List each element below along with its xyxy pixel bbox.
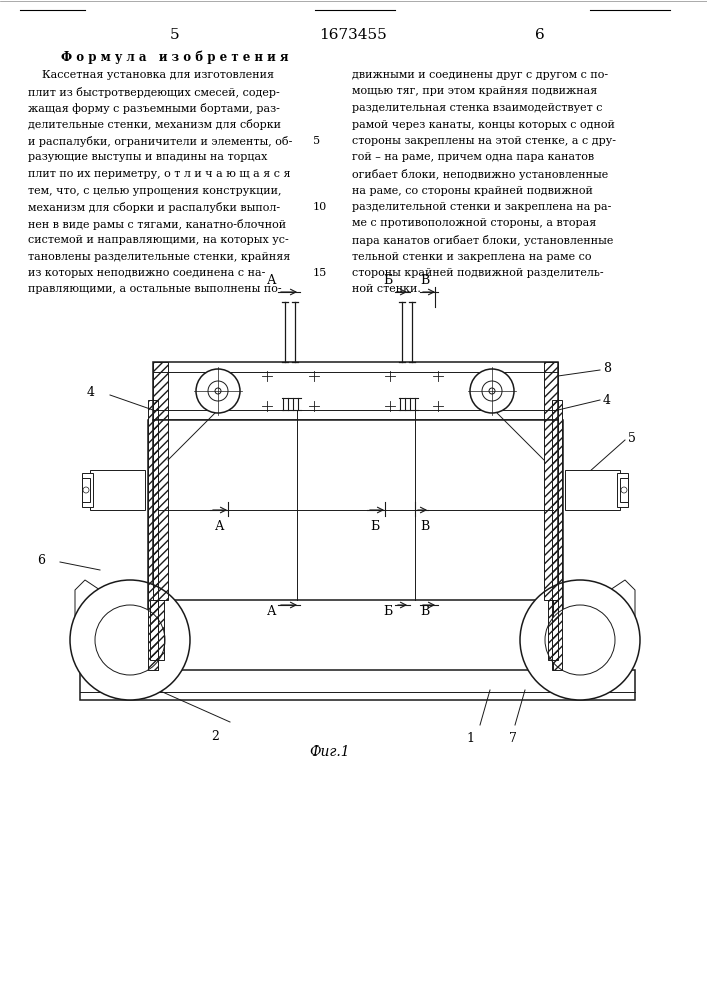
Circle shape (208, 381, 228, 401)
Text: плит из быстротвердеющих смесей, содер-: плит из быстротвердеющих смесей, содер- (28, 87, 280, 98)
Text: 5: 5 (170, 28, 180, 42)
Circle shape (545, 605, 615, 675)
Text: правляющими, а остальные выполнены по-: правляющими, а остальные выполнены по- (28, 284, 281, 294)
Bar (150, 600, 164, 660)
Text: В: В (420, 605, 429, 618)
Circle shape (70, 580, 190, 700)
Text: пара канатов огибает блоки, установленные: пара канатов огибает блоки, установленны… (352, 235, 614, 246)
Text: делительные стенки, механизм для сборки: делительные стенки, механизм для сборки (28, 119, 281, 130)
Text: Фиг.1: Фиг.1 (310, 745, 350, 759)
Text: А: А (267, 605, 276, 618)
Text: 2: 2 (211, 730, 219, 743)
Text: 6: 6 (535, 28, 545, 42)
Circle shape (621, 487, 627, 493)
Text: мощью тяг, при этом крайняя подвижная: мощью тяг, при этом крайняя подвижная (352, 87, 597, 97)
Text: А: А (267, 274, 276, 287)
Text: Б: Б (370, 520, 379, 533)
Text: огибает блоки, неподвижно установленные: огибает блоки, неподвижно установленные (352, 169, 608, 180)
Text: 6: 6 (37, 554, 45, 566)
Bar (82, 478, 90, 502)
Text: и распалубки, ограничители и элементы, об-: и распалубки, ограничители и элементы, о… (28, 136, 293, 147)
Text: разделительная стенка взаимодействует с: разделительная стенка взаимодействует с (352, 103, 602, 113)
Bar (82, 473, 93, 507)
Text: ме с противоположной стороны, а вторая: ме с противоположной стороны, а вторая (352, 219, 596, 229)
Text: тановлены разделительные стенки, крайняя: тановлены разделительные стенки, крайняя (28, 251, 291, 261)
Text: стороны крайней подвижной разделитель-: стороны крайней подвижной разделитель- (352, 268, 604, 278)
Text: рамой через канаты, концы которых с одной: рамой через канаты, концы которых с одно… (352, 119, 615, 129)
Text: 5: 5 (628, 432, 636, 444)
Bar (90, 470, 145, 510)
Bar (565, 470, 620, 510)
Text: 4: 4 (603, 393, 611, 406)
Circle shape (520, 580, 640, 700)
Text: В: В (420, 520, 429, 533)
Bar (80, 670, 635, 700)
Bar (148, 400, 158, 670)
Text: движными и соединены друг с другом с по-: движными и соединены друг с другом с по- (352, 70, 608, 80)
Bar (617, 473, 628, 507)
Text: жащая форму с разъемными бортами, раз-: жащая форму с разъемными бортами, раз- (28, 103, 280, 114)
Text: 10: 10 (313, 202, 327, 212)
Bar (548, 600, 558, 660)
Text: 1: 1 (466, 732, 474, 745)
Text: гой – на раме, причем одна пара канатов: гой – на раме, причем одна пара канатов (352, 152, 594, 162)
Circle shape (470, 369, 514, 413)
Text: В: В (420, 274, 429, 287)
Circle shape (83, 487, 89, 493)
Text: нен в виде рамы с тягами, канатно-блочной: нен в виде рамы с тягами, канатно-блочно… (28, 219, 286, 230)
Bar (544, 362, 558, 600)
Bar (153, 362, 558, 420)
Text: Б: Б (384, 605, 393, 618)
Text: тем, что, с целью упрощения конструкции,: тем, что, с целью упрощения конструкции, (28, 186, 281, 196)
Text: системой и направляющими, на которых ус-: системой и направляющими, на которых ус- (28, 235, 288, 245)
Bar (552, 400, 562, 670)
Text: разделительной стенки и закреплена на ра-: разделительной стенки и закреплена на ра… (352, 202, 612, 212)
Text: 7: 7 (509, 732, 517, 745)
Circle shape (95, 605, 165, 675)
Circle shape (489, 388, 495, 394)
Polygon shape (550, 580, 635, 670)
Text: Кассетная установка для изготовления: Кассетная установка для изготовления (28, 70, 274, 80)
Circle shape (215, 388, 221, 394)
Text: 1673455: 1673455 (319, 28, 387, 42)
Text: А: А (215, 520, 225, 533)
Text: Б: Б (384, 274, 393, 287)
Circle shape (196, 369, 240, 413)
Text: разующие выступы и впадины на торцах: разующие выступы и впадины на торцах (28, 152, 267, 162)
Text: 15: 15 (313, 268, 327, 278)
Text: из которых неподвижно соединена с на-: из которых неподвижно соединена с на- (28, 268, 265, 278)
Text: механизм для сборки и распалубки выпол-: механизм для сборки и распалубки выпол- (28, 202, 280, 213)
Bar (153, 420, 558, 600)
Text: ной стенки.: ной стенки. (352, 284, 421, 294)
Text: 4: 4 (87, 385, 95, 398)
Polygon shape (75, 580, 160, 670)
Text: 8: 8 (603, 361, 611, 374)
Bar (153, 362, 168, 600)
Text: стороны закреплены на этой стенке, а с дру-: стороны закреплены на этой стенке, а с д… (352, 136, 616, 146)
Circle shape (482, 381, 502, 401)
Text: плит по их периметру, о т л и ч а ю щ а я с я: плит по их периметру, о т л и ч а ю щ а … (28, 169, 291, 179)
Bar (620, 478, 628, 502)
Text: на раме, со стороны крайней подвижной: на раме, со стороны крайней подвижной (352, 186, 593, 196)
Text: тельной стенки и закреплена на раме со: тельной стенки и закреплена на раме со (352, 251, 592, 261)
Text: 5: 5 (313, 136, 320, 146)
Text: Ф о р м у л а   и з о б р е т е н и я: Ф о р м у л а и з о б р е т е н и я (62, 50, 288, 64)
